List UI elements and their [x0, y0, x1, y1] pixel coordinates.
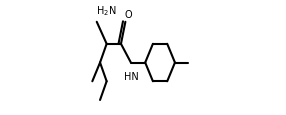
Text: HN: HN — [124, 72, 138, 82]
Text: O: O — [124, 10, 132, 20]
Text: H$_2$N: H$_2$N — [96, 4, 116, 18]
